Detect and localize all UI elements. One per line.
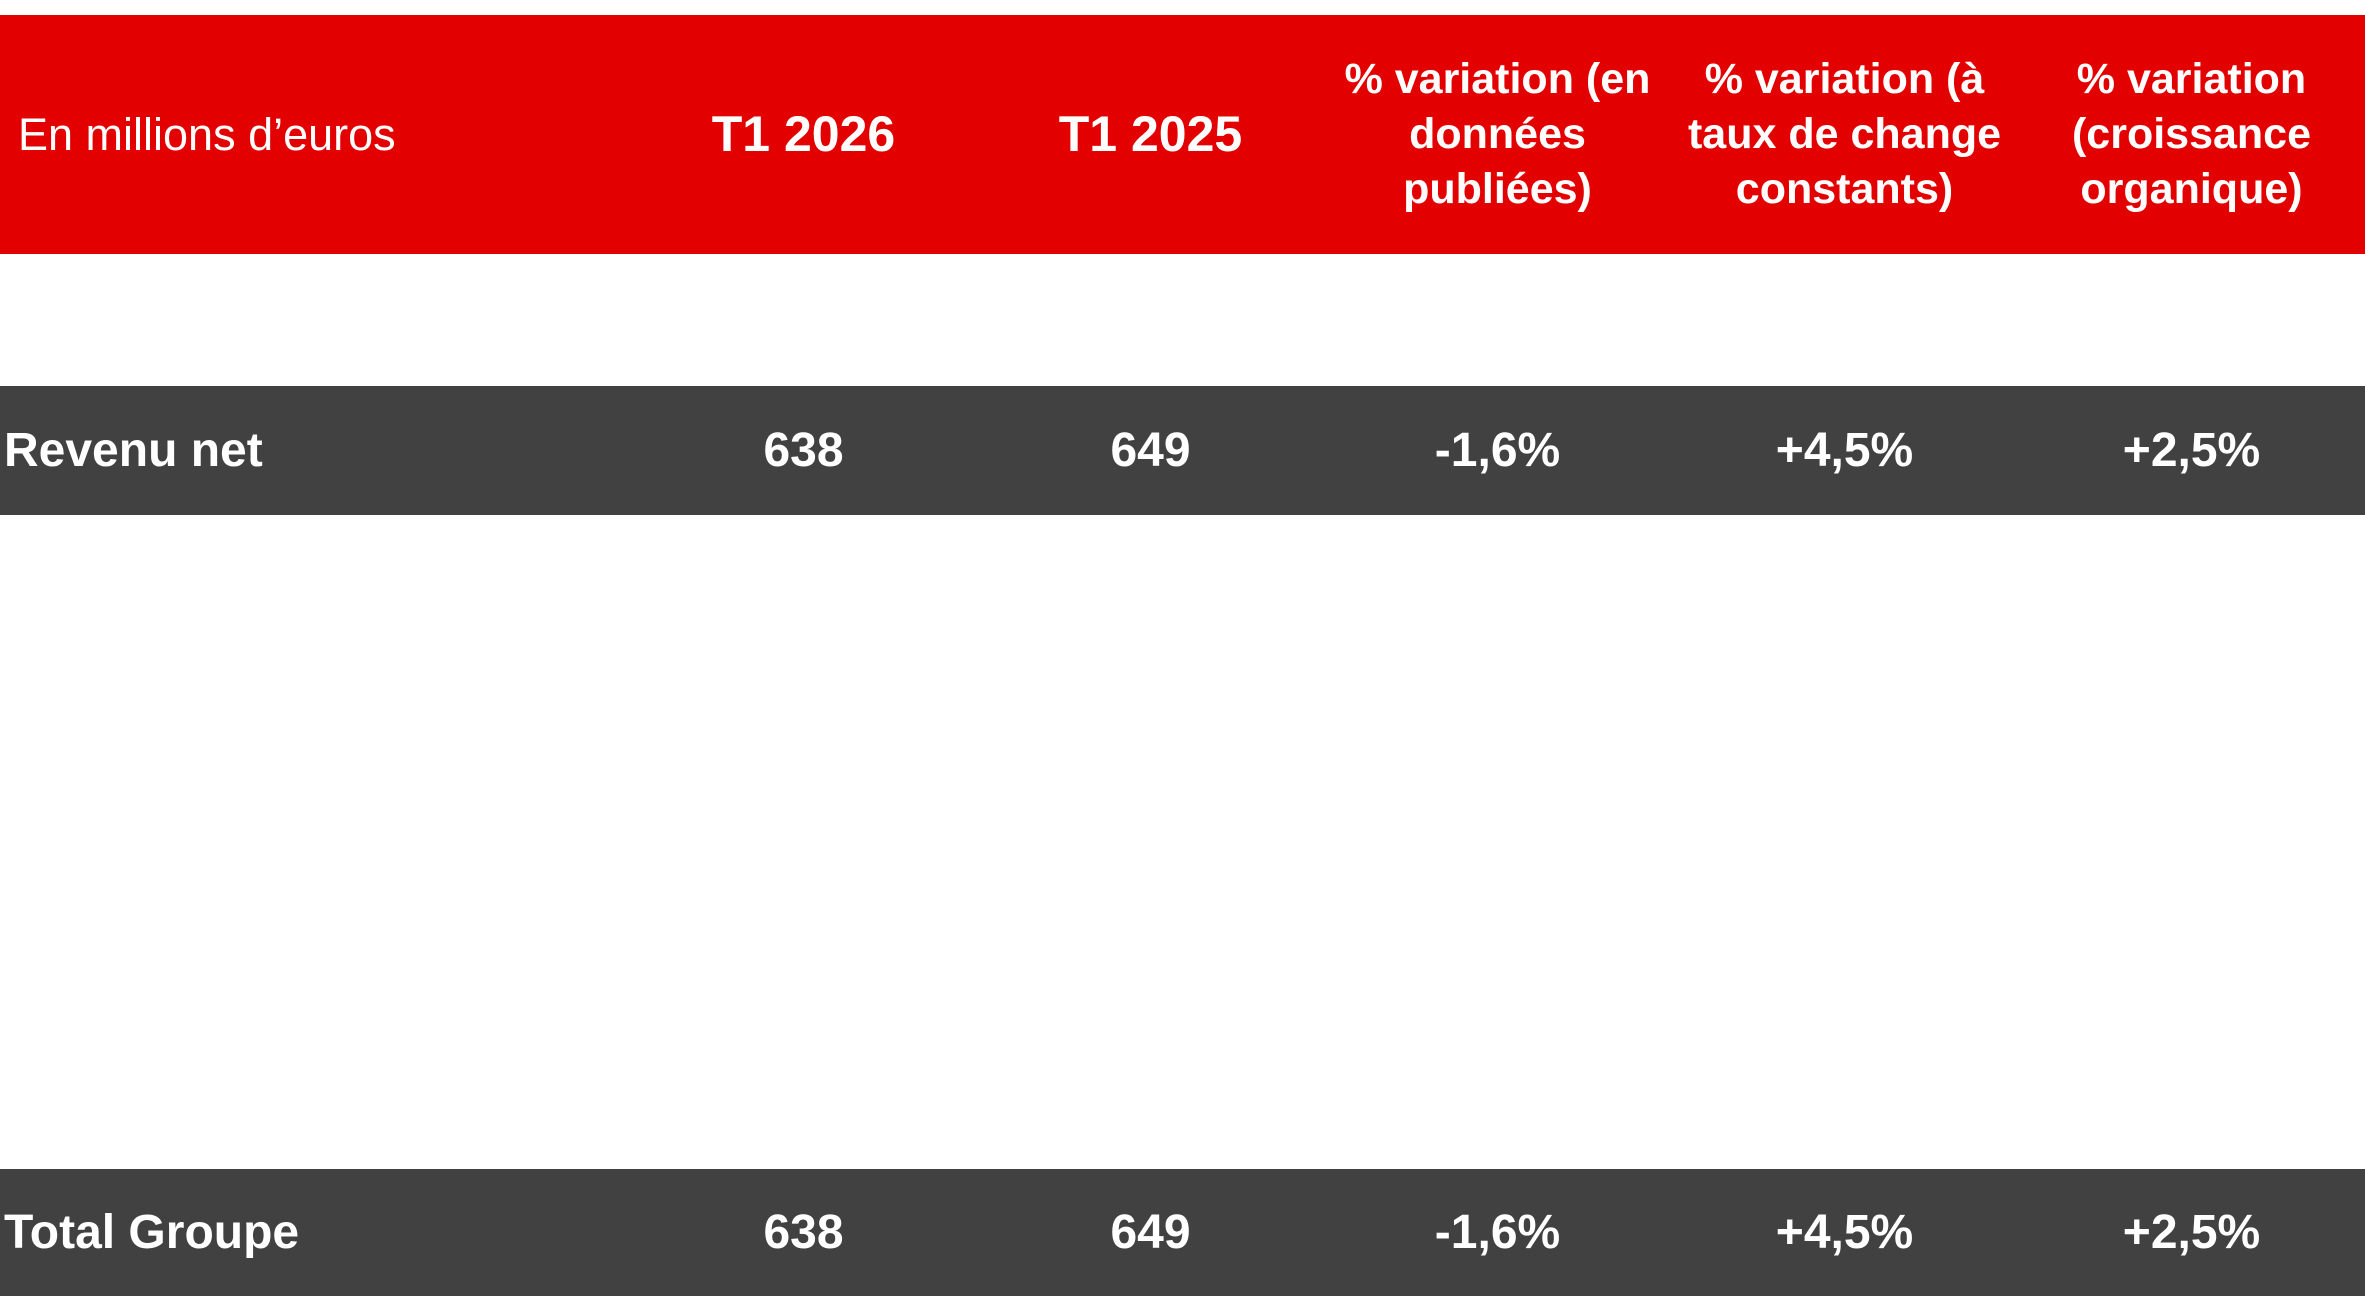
table-row-total-groupe: Total Groupe 638 649 -1,6% +4,5% +2,5%: [0, 1169, 2365, 1296]
cell-t1-2025: 649: [1110, 1206, 1191, 1259]
cell-t1-2025: 649: [1110, 424, 1191, 477]
header-variation-constant-fx: % variation (à taux de change constants): [1687, 55, 2002, 213]
cell-variation-published: -1,6%: [1434, 424, 1561, 477]
cell-variation-constant-fx: +4,5%: [1775, 1206, 1914, 1259]
row-label: Total Groupe: [4, 1206, 300, 1259]
header-variation-organic: % variation (croissance organique): [2071, 55, 2312, 213]
cell-variation-constant-fx: +4,5%: [1775, 424, 1914, 477]
cell-variation-organic: +2,5%: [2122, 1206, 2261, 1259]
cell-variation-organic: +2,5%: [2122, 424, 2261, 477]
row-label: Revenu net: [4, 424, 263, 477]
table-header: En millions d’euros T1 2026 T1 2025 % va…: [0, 15, 2365, 254]
cell-variation-published: -1,6%: [1434, 1206, 1561, 1259]
header-unit-label: En millions d’euros: [18, 109, 396, 160]
cell-t1-2026: 638: [763, 424, 844, 477]
header-variation-published: % variation (en données publiées): [1344, 55, 1651, 213]
header-t1-2026: T1 2026: [711, 106, 896, 162]
header-t1-2025: T1 2025: [1058, 106, 1243, 162]
table-row-revenu-net: Revenu net 638 649 -1,6% +4,5% +2,5%: [0, 386, 2365, 515]
cell-t1-2026: 638: [763, 1206, 844, 1259]
